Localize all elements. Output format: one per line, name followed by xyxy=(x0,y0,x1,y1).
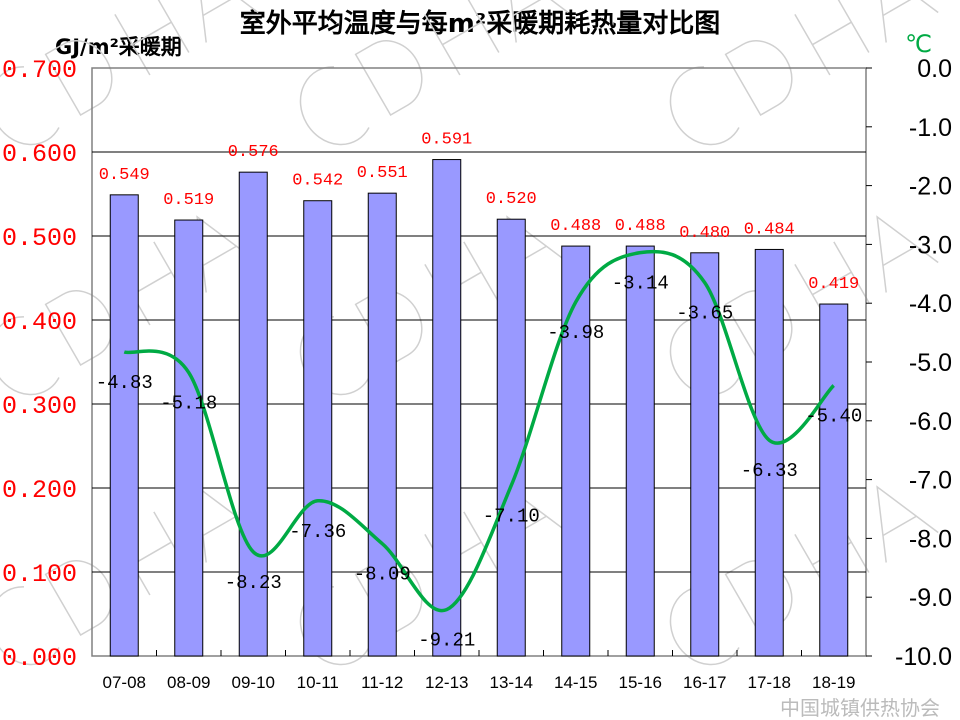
bar-value-label: 0.551 xyxy=(357,164,408,183)
bar xyxy=(367,192,397,657)
left-tick-label: 0.700 xyxy=(2,56,77,85)
watermark xyxy=(0,0,939,666)
temperature-line xyxy=(123,249,836,613)
temperature-value-label: -5.40 xyxy=(805,406,862,428)
x-tick-label: 09-10 xyxy=(232,673,275,692)
x-tick-label: 13-14 xyxy=(490,673,533,692)
left-tick-label: 0.100 xyxy=(2,560,77,589)
temperature-value-label: -8.09 xyxy=(354,564,411,586)
x-tick-label: 11-12 xyxy=(361,673,403,692)
right-tick-label: -8.0 xyxy=(909,525,952,553)
right-tick-label: -3.0 xyxy=(909,231,952,259)
bar-value-label: 0.549 xyxy=(99,166,150,185)
bar xyxy=(174,219,204,657)
bar-value-label: 0.519 xyxy=(163,191,214,210)
bar-value-label: 0.484 xyxy=(744,220,795,239)
x-tick-label: 16-17 xyxy=(683,673,726,692)
bar-value-label: 0.542 xyxy=(292,172,343,191)
bar-value-label: 0.488 xyxy=(615,217,666,236)
bar xyxy=(303,200,333,657)
left-tick-label: 0.600 xyxy=(2,140,77,169)
watermark-mark xyxy=(0,0,259,146)
bar xyxy=(690,252,720,657)
right-tick-label: -4.0 xyxy=(909,290,952,318)
right-tick-label: 0.0 xyxy=(917,55,952,83)
x-tick-label: 12-13 xyxy=(425,673,468,692)
bar-value-label: 0.480 xyxy=(679,224,730,243)
x-tick-label: 10-11 xyxy=(297,673,339,692)
bar xyxy=(238,171,268,657)
right-tick-label: -6.0 xyxy=(909,408,952,436)
plot-area xyxy=(91,67,867,657)
watermark-mark xyxy=(669,215,939,396)
x-tick-label: 17-18 xyxy=(748,673,791,692)
bar xyxy=(625,245,655,657)
bar xyxy=(819,303,849,657)
right-axis-label: ℃ xyxy=(905,30,932,58)
bar xyxy=(432,159,462,657)
x-tick-label: 18-19 xyxy=(812,673,855,692)
left-tick-label: 0.500 xyxy=(2,224,77,253)
left-tick-label: 0.200 xyxy=(2,476,77,505)
temperature-value-label: -7.36 xyxy=(289,521,346,543)
temperature-value-label: -5.18 xyxy=(160,393,217,415)
x-tick-label: 15-16 xyxy=(619,673,662,692)
temperature-value-label: -3.98 xyxy=(547,322,604,344)
watermark-mark xyxy=(299,0,569,146)
bar-value-label: 0.591 xyxy=(421,131,472,150)
temperature-value-label: -3.14 xyxy=(612,273,669,295)
watermark-mark xyxy=(669,0,939,146)
left-tick-label: 0.000 xyxy=(2,644,77,673)
right-tick-label: -7.0 xyxy=(909,467,952,495)
bar xyxy=(561,245,591,657)
bar-value-label: 0.576 xyxy=(228,143,279,162)
temperature-value-label: -9.21 xyxy=(418,630,475,652)
bar xyxy=(754,248,784,657)
right-tick-label: -5.0 xyxy=(909,349,952,377)
right-tick-label: -9.0 xyxy=(909,584,952,612)
temperature-value-label: -4.83 xyxy=(96,372,153,394)
bar xyxy=(496,218,526,657)
watermark-logo-text: 中国城镇供热协会 xyxy=(780,696,940,720)
temperature-value-label: -6.33 xyxy=(741,460,798,482)
right-tick-label: -10.0 xyxy=(895,643,952,671)
left-tick-label: 0.400 xyxy=(2,308,77,337)
x-tick-label: 07-08 xyxy=(103,673,146,692)
left-tick-label: 0.300 xyxy=(2,392,77,421)
right-tick-label: -1.0 xyxy=(909,114,952,142)
bar-value-label: 0.520 xyxy=(486,190,537,209)
temperature-value-label: -8.23 xyxy=(225,572,282,594)
bar-value-label: 0.419 xyxy=(808,275,859,294)
x-tick-label: 08-09 xyxy=(167,673,210,692)
x-tick-label: 14-15 xyxy=(554,673,597,692)
temperature-value-label: -3.65 xyxy=(676,303,733,325)
right-tick-label: -2.0 xyxy=(909,173,952,201)
bar xyxy=(109,194,139,657)
temperature-value-label: -7.10 xyxy=(483,505,540,527)
left-axis-label: GJ/m²采暖期 xyxy=(55,35,182,59)
bar-value-label: 0.488 xyxy=(550,217,601,236)
